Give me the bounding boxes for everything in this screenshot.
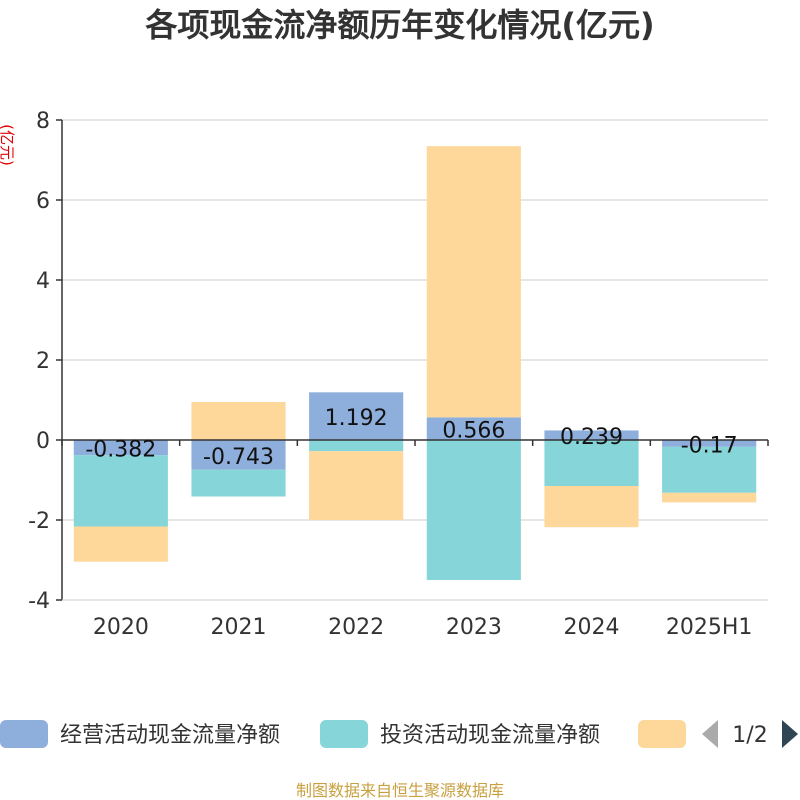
bar-segment (73, 440, 168, 456)
y-tick-label: 4 (36, 269, 50, 294)
bar-segment (73, 526, 168, 562)
x-tick-label: 2024 (564, 615, 620, 640)
bar-segment (309, 440, 404, 452)
bar-segment (544, 486, 639, 528)
x-tick-label: 2021 (211, 615, 267, 640)
bar-segment (426, 417, 521, 440)
y-tick-label: 6 (36, 189, 50, 214)
legend-swatch[interactable] (320, 720, 368, 748)
legend-swatch[interactable] (0, 720, 48, 748)
bar-segment (309, 392, 404, 440)
x-tick-label: 2023 (446, 615, 502, 640)
bar-segment (309, 451, 404, 520)
bars (73, 146, 757, 580)
y-tick-label: -2 (28, 509, 50, 534)
bar-segment (662, 440, 757, 447)
chart-title: 各项现金流净额历年变化情况(亿元) (145, 6, 654, 44)
legend-label[interactable]: 投资活动现金流量净额 (380, 723, 600, 748)
bar-segment (191, 440, 286, 470)
data-label: -0.17 (681, 433, 738, 458)
y-tick-label: 2 (36, 349, 50, 374)
legend: 经营活动现金流量净额 投资活动现金流量净额 1/2 (0, 720, 798, 748)
bar-segment (191, 402, 286, 440)
axes: -4 -2 0 2 4 6 8 2020 2021 2022 2023 2024 2025H1 (28, 109, 769, 640)
data-labels: -0.382 -0.743 1.192 0.566 0.239 -0.17 (85, 406, 737, 470)
bar-segment (662, 446, 757, 493)
bar-segment (73, 455, 168, 527)
bar-segment (191, 469, 286, 497)
legend-swatch[interactable] (638, 720, 686, 748)
legend-prev-icon[interactable] (702, 720, 718, 748)
x-tick-label: 2022 (328, 615, 384, 640)
data-label: 0.239 (560, 425, 623, 450)
y-tick-label: 8 (36, 109, 50, 134)
legend-label[interactable]: 经营活动现金流量净额 (60, 723, 280, 748)
bar-segment (426, 440, 521, 580)
y-tick-label: -4 (28, 589, 50, 614)
bar-segment (544, 430, 639, 440)
data-label: -0.743 (203, 445, 274, 470)
data-label: -0.382 (85, 438, 156, 463)
y-tick-label: 0 (36, 429, 50, 454)
y-axis-label: (亿元) (0, 124, 16, 166)
bar-segment (662, 492, 757, 503)
bar-segment (426, 146, 521, 418)
x-tick-label: 2020 (93, 615, 149, 640)
legend-page-indicator: 1/2 (732, 723, 767, 748)
legend-next-icon[interactable] (782, 720, 798, 748)
data-label: 0.566 (442, 419, 505, 444)
bar-segment (544, 440, 639, 486)
source-note: 制图数据来自恒生聚源数据库 (296, 781, 504, 800)
x-tick-label: 2025H1 (666, 615, 753, 640)
data-label: 1.192 (325, 406, 388, 431)
